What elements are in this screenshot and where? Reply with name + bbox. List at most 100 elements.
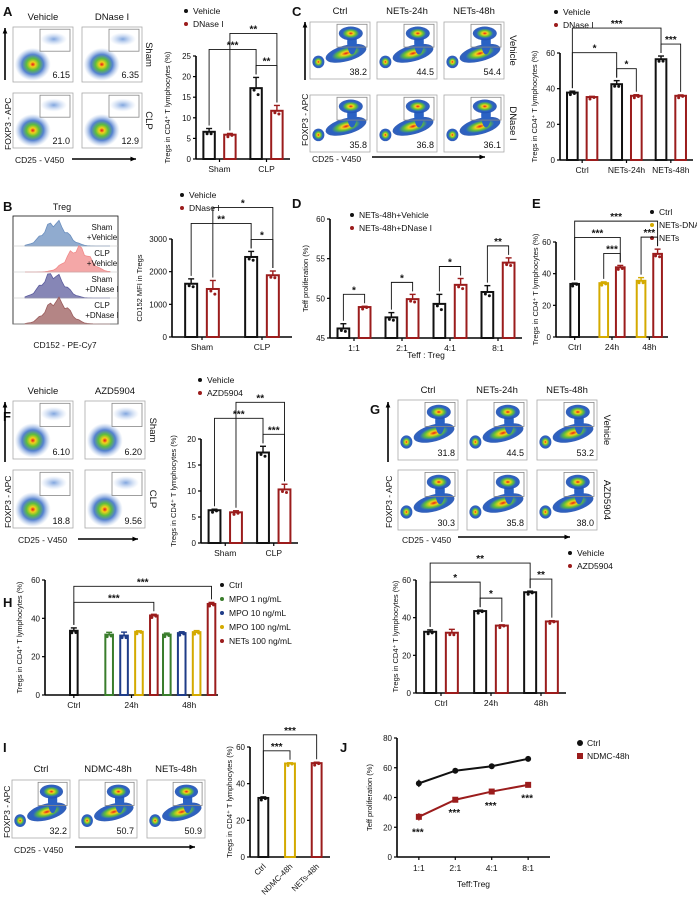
cd25-population: [482, 493, 524, 513]
gate-percentage: 32.2: [49, 826, 67, 836]
legend-marker: [577, 753, 583, 759]
significance-label: *: [625, 60, 629, 71]
flow-column-title: Ctrl: [421, 385, 436, 396]
flow-column-title: Ctrl: [34, 764, 49, 775]
bar: [265, 274, 280, 339]
bar: [69, 629, 79, 697]
y-tick-label: 45: [316, 334, 325, 343]
x-axis-label: Teff : Treg: [407, 350, 445, 360]
treg-gate: [424, 471, 456, 497]
flow-y-label: FOXP3 - APC: [300, 94, 310, 146]
bar: [202, 130, 216, 160]
data-point: [526, 592, 530, 596]
data-point: [530, 591, 534, 595]
data-point: [191, 285, 195, 289]
y-axis-arrow-head: [2, 402, 8, 408]
data-point: [483, 292, 487, 296]
treg-population: [338, 26, 363, 41]
x-tick-label: 8:1: [522, 863, 534, 873]
data-point: [284, 491, 288, 495]
panel-label-E: E: [532, 196, 541, 211]
negative-population: [469, 505, 482, 519]
legend-marker: [180, 206, 184, 210]
significance-bracket: [574, 220, 659, 281]
cd25-population: [413, 493, 455, 513]
y-axis-label: Tregs in CD4⁺ T lymphocytes (%): [15, 581, 24, 693]
data-point: [163, 635, 167, 639]
bar: [444, 631, 459, 695]
legend-marker: [650, 223, 654, 227]
data-point: [290, 762, 294, 766]
track-label: +DNase I: [85, 311, 119, 320]
bar: [654, 58, 668, 161]
negative-population: [312, 128, 325, 142]
data-point: [105, 635, 109, 639]
panel-label-D: D: [292, 196, 301, 211]
y-tick-label: 60: [316, 215, 325, 224]
treg-population: [40, 98, 67, 112]
significance-bracket: [486, 245, 510, 283]
treg-population: [338, 99, 363, 114]
flow-plot-F: [85, 401, 145, 459]
significance-bracket: [262, 734, 318, 794]
significance-label: ***: [665, 35, 677, 46]
legend-entry: NETs-48h+DNase I: [359, 223, 432, 233]
flow-y-label: FOXP3 - APC: [3, 98, 13, 150]
bar: [585, 96, 599, 161]
y-tick-label: 20: [546, 120, 555, 129]
y-tick-label: 40: [383, 794, 392, 803]
cd25-population: [459, 116, 501, 136]
flow-plot-C: [377, 95, 437, 152]
bar: [629, 94, 643, 161]
data-point: [525, 755, 532, 762]
data-point: [505, 263, 509, 267]
legend-entry: Vehicle: [207, 375, 235, 385]
track-label: +Vehicle: [87, 259, 118, 268]
treg-population: [106, 784, 131, 799]
data-point: [592, 95, 596, 99]
negative-population: [312, 55, 325, 69]
legend-marker: [198, 391, 202, 395]
y-tick-label: 5: [187, 134, 192, 143]
y-axis-label: Tregs in CD4⁺ T lymphocytes (%): [225, 746, 234, 858]
data-point: [211, 510, 215, 514]
flow-column-title: AZD5904: [95, 386, 135, 397]
flow-plot-G: [398, 400, 458, 460]
cd25-population: [413, 423, 455, 443]
y-tick-label: 0: [163, 333, 168, 342]
data-point: [197, 631, 201, 635]
x-axis-arrow-head: [130, 156, 136, 162]
negative-population: [539, 435, 552, 449]
x-tick-label: 1:1: [348, 343, 360, 353]
legend-entry: NETs 100 ng/mL: [229, 636, 292, 646]
main-population: [14, 47, 51, 81]
data-point: [457, 285, 461, 289]
flow-column-title: NETs-48h: [453, 6, 495, 17]
bar: [206, 602, 217, 696]
series-line: [418, 783, 529, 818]
bar: [432, 302, 447, 339]
significance-label: ***: [233, 409, 245, 420]
negative-population: [446, 128, 459, 142]
data-point: [251, 258, 255, 262]
x-tick-label: 2:1: [449, 863, 461, 873]
gate-percentage: 35.8: [506, 518, 524, 528]
bar: [244, 255, 259, 339]
histogram-title: Treg: [53, 202, 71, 212]
data-point: [178, 633, 182, 637]
treg-population: [109, 32, 136, 46]
panel-label-B: B: [3, 199, 12, 214]
flow-frame: [12, 400, 74, 460]
panel-label-F: F: [3, 409, 11, 424]
bar: [384, 316, 399, 339]
y-tick-label: 60: [546, 49, 555, 58]
treg-gate: [111, 471, 143, 496]
cd25-population: [392, 116, 434, 136]
data-point: [313, 763, 317, 767]
gate-percentage: 53.2: [576, 448, 594, 458]
significance-label: ***: [137, 577, 149, 588]
gate-percentage: 6.10: [52, 447, 70, 457]
y-tick-label: 40: [546, 85, 555, 94]
significance-bracket: [208, 48, 257, 126]
x-tick-label: NETs-24h: [608, 165, 646, 175]
